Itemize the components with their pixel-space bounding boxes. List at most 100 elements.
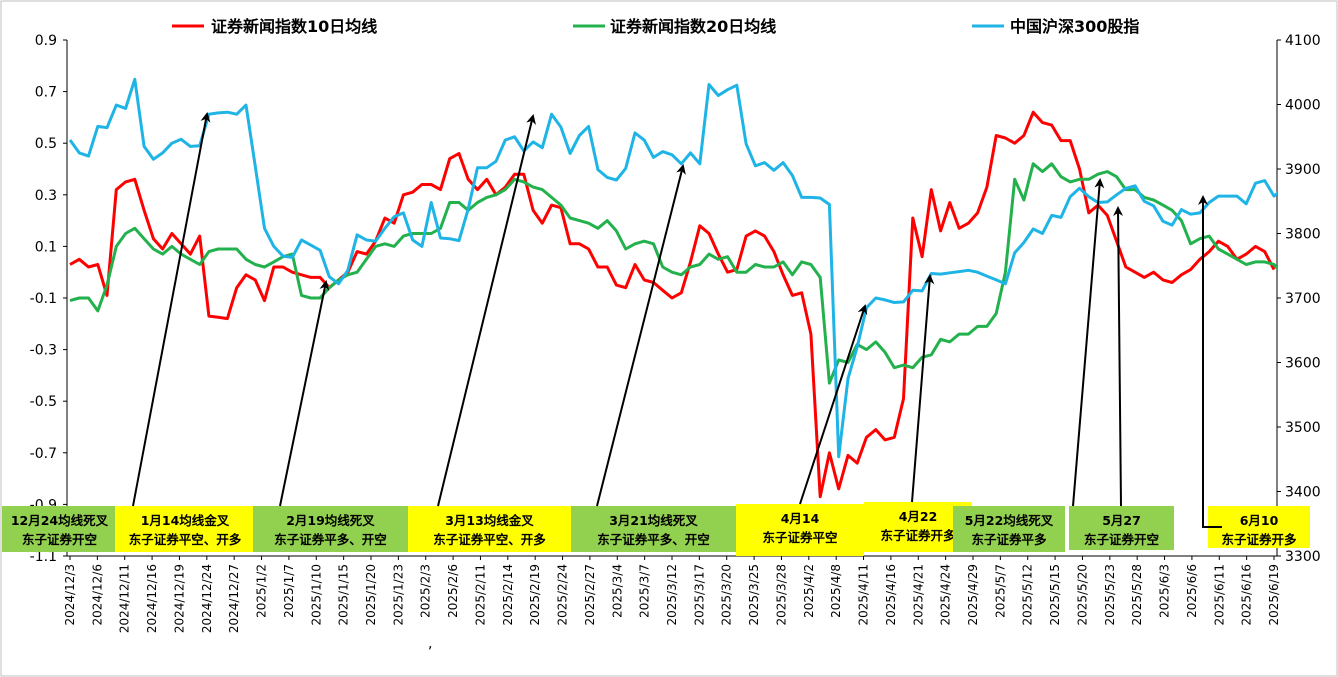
annotation-line2: 东子证券开多 [880,528,956,543]
x-tick-label: 2025/1/10 [309,564,323,626]
x-tick-label: 2025/4/2 [802,564,816,618]
x-tick-label: 2025/2/3 [419,564,433,618]
annotation-line2: 东子证券平多、开空 [597,532,710,547]
annotation-arrow [132,112,211,507]
annotation-line1: 4月22 [899,509,938,524]
annotation-line2: 东子证券开空 [1084,532,1159,547]
annotation-arrow [1113,206,1124,507]
series-line-csi300 [68,77,1277,459]
x-tick-label: 2025/4/24 [939,564,953,626]
y-left-tick-label: 0.3 [35,188,57,204]
x-tick-label: 2024/12/27 [227,564,241,633]
x-tick-label: 2024/12/6 [90,564,104,626]
y-right-tick-label: 4000 [1285,98,1321,114]
annotation-line2: 东子证券平空、开多 [433,532,546,547]
annotation-arrow [911,274,935,503]
x-tick-label: 2025/1/2 [255,564,269,618]
x-tick-label: 2025/2/24 [556,564,570,626]
x-tick-label: 2025/2/11 [473,564,487,626]
y-right-tick-label: 3500 [1285,420,1321,436]
x-tick-label: 2025/3/12 [665,564,679,626]
x-tick-label: 2024/12/16 [145,564,159,633]
x-tick-label: 2025/5/12 [1021,564,1035,626]
annotation-box [953,506,1065,552]
annotation-line1: 2月19均线死叉 [286,513,375,528]
annotation-line1: 1月14均线金叉 [141,513,230,528]
x-tick-label: 2025/5/28 [1130,564,1144,626]
series-line-ma10 [69,110,1276,499]
x-tick-label: 2025/2/14 [501,564,515,626]
annotation-line1: 3月13均线金叉 [445,513,534,528]
x-tick-label: 2025/5/20 [1075,564,1089,626]
legend-label-ma10: 证券新闻指数10日均线 [211,17,377,36]
annotation-box [253,506,408,552]
annotation-box [736,504,864,556]
x-tick-label: 2025/2/6 [446,564,460,618]
y-right-tick-label: 3700 [1285,291,1321,307]
y-left-tick-label: 0.7 [35,85,57,101]
annotation-line1: 4月14 [781,511,820,526]
annotation-layer: 12月24均线死叉东子证券开空1月14均线金叉东子证券平空、开多2月19均线死叉… [2,112,1310,556]
x-tick-label: 2024/12/11 [118,564,132,633]
y-left-tick-label: -1.1 [30,549,57,565]
y-axis-left: 0.90.70.50.30.1-0.1-0.3-0.5-0.7-0.9-1.1 [30,33,68,565]
x-tick-label: 2025/3/28 [774,564,788,626]
x-tick-label: 2025/5/7 [993,564,1007,618]
x-axis: 2024/12/3 2024/12/6 2024/12/11 2024/12/16 20… [63,555,1281,633]
annotation-box [1069,506,1174,550]
annotation-line1: 5月22均线死叉 [965,513,1054,528]
annotation-line2: 东子证券平多、开空 [274,532,387,547]
x-tick-label: 2025/1/23 [391,564,405,626]
x-tick-label: 2025/6/11 [1212,564,1226,626]
y-left-tick-label: -0.7 [30,446,57,462]
x-tick-label: 2025/1/7 [282,564,296,618]
annotation-9: 5月27 东子证券开空 [1069,506,1174,550]
x-tick-label: 2025/6/3 [1158,564,1172,618]
x-tick-label: 2025/3/20 [720,564,734,626]
x-tick-label: 2025/4/8 [829,564,843,618]
annotation-line1: 12月24均线死叉 [11,513,109,528]
y-left-tick-label: -0.5 [30,394,57,410]
x-tick-label: 2025/1/15 [337,564,351,626]
legend-label-ma20: 证券新闻指数20日均线 [610,17,776,36]
x-tick-label: 2025/3/4 [610,564,624,618]
y-right-tick-label: 3800 [1285,227,1321,243]
x-tick-label: 2024/12/19 [172,564,186,633]
x-tick-label: 2025/2/27 [583,564,597,626]
y-left-tick-label: 0.9 [35,33,57,49]
annotation-arrow [799,304,868,505]
legend: 证券新闻指数10日均线 证券新闻指数20日均线 中国沪深300股指 [172,17,1139,36]
annotation-line2: 东子证券平空、开多 [129,532,242,547]
y-right-tick-label: 3300 [1285,549,1321,565]
annotation-arrow [279,280,330,507]
annotation-6: 4月14 东子证券平空 [736,504,864,556]
x-tick-label: 2025/5/23 [1103,564,1117,626]
y-axis-right: 4100 4000 3900 3800 3700 3600 3500 3400 3300 [1276,33,1321,565]
x-tick-label: 2025/2/19 [528,564,542,626]
annotation-arrow [437,114,536,507]
annotation-line1: 5月27 [1102,513,1141,528]
stray-mark: , [428,636,432,652]
x-tick-label: 2025/4/21 [911,564,925,626]
x-tick-label: 2025/6/16 [1240,564,1254,626]
annotation-box [115,506,255,552]
annotation-box [2,506,117,552]
legend-label-csi300: 中国沪深300股指 [1010,17,1139,36]
x-tick-label: 2025/1/20 [364,564,378,626]
annotation-box [408,506,571,552]
annotation-box [1208,506,1310,548]
annotation-arrow [596,164,686,507]
y-left-tick-label: 0.5 [35,136,57,152]
x-tick-label: 2025/6/6 [1185,564,1199,618]
x-tick-label: 2024/12/3 [63,564,77,626]
x-tick-label: 2025/3/17 [692,564,706,626]
x-tick-label: 2025/5/15 [1048,564,1062,626]
x-tick-label: 2024/12/24 [200,564,214,633]
series-layer [68,77,1277,499]
